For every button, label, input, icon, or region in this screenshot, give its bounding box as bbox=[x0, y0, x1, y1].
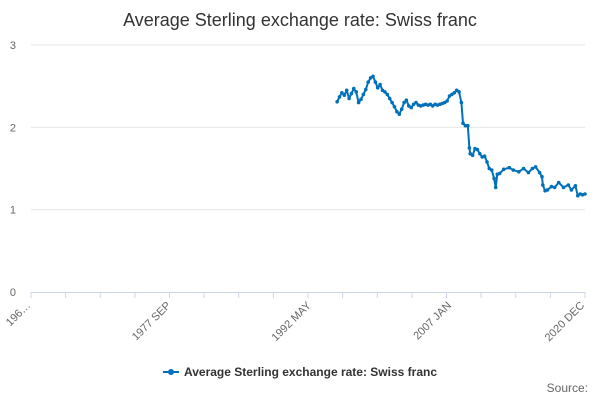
data-point[interactable] bbox=[461, 121, 465, 125]
label-layer: 0 1 2 3 196… 1977 SEP 1992 MAY 2007 JAN 2020 DEC bbox=[4, 40, 587, 344]
data-point[interactable] bbox=[335, 100, 339, 104]
legend: Average Sterling exchange rate: Swiss fr… bbox=[0, 365, 600, 380]
data-point[interactable] bbox=[409, 105, 414, 110]
data-point[interactable] bbox=[549, 184, 554, 189]
credits-link[interactable]: Source: bbox=[546, 381, 588, 395]
data-point[interactable] bbox=[501, 167, 506, 172]
data-point[interactable] bbox=[583, 192, 587, 196]
data-point[interactable] bbox=[402, 100, 406, 105]
data-point[interactable] bbox=[378, 82, 382, 87]
data-point[interactable] bbox=[482, 154, 487, 158]
legend-item[interactable]: Average Sterling exchange rate: Swiss fr… bbox=[163, 365, 437, 379]
data-point[interactable] bbox=[414, 100, 418, 105]
data-point[interactable] bbox=[466, 123, 470, 128]
data-point[interactable] bbox=[359, 97, 363, 102]
grid-layer bbox=[31, 44, 585, 211]
data-point[interactable] bbox=[566, 183, 571, 187]
data-point[interactable] bbox=[404, 98, 409, 102]
data-point[interactable] bbox=[399, 107, 404, 111]
data-point[interactable] bbox=[573, 184, 578, 188]
data-point[interactable] bbox=[387, 96, 392, 101]
data-point[interactable] bbox=[395, 109, 399, 114]
data-point[interactable] bbox=[497, 171, 502, 176]
data-point[interactable] bbox=[556, 180, 561, 185]
data-point[interactable] bbox=[392, 105, 397, 109]
data-point[interactable] bbox=[397, 112, 402, 116]
data-point[interactable] bbox=[459, 100, 464, 105]
y-tick-label: 3 bbox=[10, 40, 16, 52]
data-point[interactable] bbox=[467, 146, 472, 150]
data-point[interactable] bbox=[337, 95, 342, 99]
data-point[interactable] bbox=[475, 147, 480, 152]
chart-title: Average Sterling exchange rate: Swiss fr… bbox=[123, 10, 477, 30]
x-tick-label: 1992 MAY bbox=[269, 299, 314, 344]
data-point[interactable] bbox=[366, 80, 371, 84]
data-point[interactable] bbox=[371, 74, 375, 79]
data-point[interactable] bbox=[561, 185, 566, 190]
y-tick-label: 0 bbox=[10, 287, 16, 299]
data-point[interactable] bbox=[344, 88, 349, 93]
data-point[interactable] bbox=[375, 86, 380, 90]
x-tick-label: 2020 DEC bbox=[543, 300, 587, 344]
data-point[interactable] bbox=[445, 99, 449, 103]
data-point[interactable] bbox=[364, 87, 368, 92]
y-tick-label: 2 bbox=[10, 122, 16, 134]
data-point[interactable] bbox=[452, 91, 457, 95]
data-point[interactable] bbox=[342, 93, 347, 97]
data-point[interactable] bbox=[552, 185, 557, 190]
series-layer[interactable] bbox=[335, 74, 587, 198]
data-point[interactable] bbox=[340, 91, 344, 95]
data-point[interactable] bbox=[537, 170, 542, 175]
y-tick-label: 1 bbox=[10, 205, 16, 217]
data-point[interactable] bbox=[349, 91, 354, 96]
data-point[interactable] bbox=[385, 92, 390, 97]
series-line[interactable] bbox=[336, 75, 586, 197]
data-point[interactable] bbox=[507, 165, 512, 170]
data-point[interactable] bbox=[530, 166, 535, 171]
data-point[interactable] bbox=[383, 90, 387, 94]
data-point[interactable] bbox=[356, 100, 361, 105]
data-point[interactable] bbox=[489, 168, 494, 172]
data-point[interactable] bbox=[457, 90, 461, 94]
data-point[interactable] bbox=[347, 96, 351, 101]
x-tick-label: 196… bbox=[4, 300, 33, 329]
data-point[interactable] bbox=[361, 92, 366, 97]
legend-dot bbox=[168, 369, 174, 375]
data-point[interactable] bbox=[390, 100, 394, 105]
data-point[interactable] bbox=[352, 86, 356, 91]
data-point[interactable] bbox=[470, 153, 475, 158]
data-point[interactable] bbox=[354, 90, 359, 94]
data-point[interactable] bbox=[533, 165, 538, 169]
data-point[interactable] bbox=[540, 174, 544, 179]
data-point[interactable] bbox=[485, 160, 489, 164]
data-point[interactable] bbox=[478, 151, 482, 156]
data-point[interactable] bbox=[373, 80, 378, 84]
data-point[interactable] bbox=[545, 188, 550, 192]
legend-label: Average Sterling exchange rate: Swiss fr… bbox=[184, 365, 437, 379]
data-point[interactable] bbox=[493, 185, 498, 190]
data-point[interactable] bbox=[517, 170, 521, 174]
legend-line-marker-icon bbox=[163, 367, 179, 377]
data-point[interactable] bbox=[521, 166, 526, 171]
x-tick-label: 1977 SEP bbox=[130, 300, 174, 344]
axis-layer bbox=[30, 292, 586, 298]
data-point[interactable] bbox=[526, 170, 531, 175]
data-point[interactable] bbox=[541, 183, 545, 187]
x-tick-label: 2007 JAN bbox=[411, 300, 454, 343]
data-point[interactable] bbox=[511, 168, 516, 172]
data-point[interactable] bbox=[492, 176, 496, 181]
data-point[interactable] bbox=[569, 188, 574, 192]
